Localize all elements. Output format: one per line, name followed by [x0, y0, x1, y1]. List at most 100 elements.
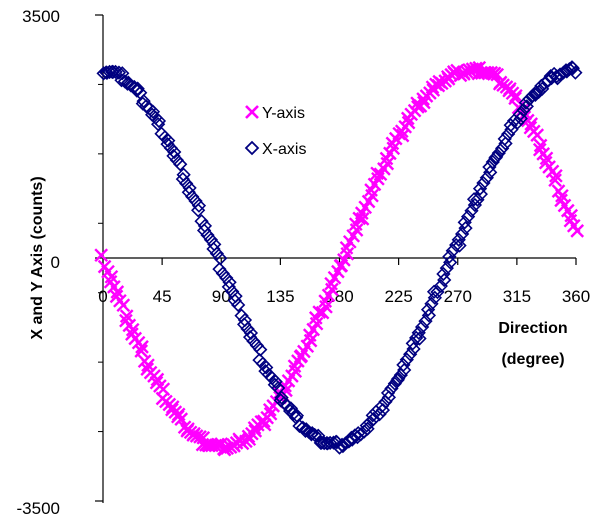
data-point-x-axis	[439, 261, 454, 276]
data-point-x-axis	[549, 69, 564, 84]
data-point-x-axis	[454, 226, 470, 242]
data-point-x-axis	[430, 284, 445, 300]
data-point-x-axis	[472, 181, 488, 196]
data-point-x-axis	[332, 440, 347, 455]
data-point-x-axis	[525, 88, 540, 103]
data-point-x-axis	[167, 144, 182, 160]
legend-label-y-axis: Y-axis	[262, 105, 305, 122]
x-tick-label: 225	[384, 287, 412, 306]
data-point-y-axis	[555, 188, 569, 203]
data-point-x-axis	[268, 374, 283, 389]
data-point-x-axis	[488, 150, 503, 166]
data-point-y-axis	[303, 333, 318, 348]
data-point-x-axis	[470, 192, 485, 207]
data-point-x-axis	[568, 65, 583, 80]
data-point-x-axis	[200, 227, 215, 243]
data-point-y-axis	[174, 412, 189, 426]
y-tick-label: 3500	[22, 7, 60, 26]
legend-box	[234, 95, 352, 161]
x-axis-title-line-1: Direction	[498, 320, 567, 337]
data-point-x-axis	[403, 347, 418, 362]
data-point-x-axis	[399, 352, 414, 367]
data-point-x-axis	[221, 279, 236, 295]
data-point-x-axis	[433, 278, 448, 294]
data-point-x-axis	[286, 406, 301, 421]
data-point-x-axis	[351, 426, 366, 441]
data-point-x-axis	[307, 427, 322, 443]
data-point-y-axis	[401, 115, 416, 130]
data-point-x-axis	[442, 249, 457, 264]
data-point-x-axis	[503, 118, 518, 133]
x-tick-label: 0	[98, 287, 107, 306]
data-point-x-axis	[418, 314, 433, 329]
data-point-y-axis	[94, 248, 109, 263]
data-point-x-axis	[311, 428, 326, 443]
data-point-x-axis	[145, 104, 161, 119]
data-point-x-axis	[120, 76, 135, 91]
data-point-x-axis	[457, 215, 472, 230]
data-point-x-axis	[558, 63, 574, 78]
data-point-x-axis	[130, 81, 145, 96]
data-point-x-axis	[111, 65, 127, 80]
data-point-y-axis	[125, 322, 140, 337]
x-tick-label: 270	[444, 287, 472, 306]
data-point-x-axis	[191, 203, 206, 218]
data-point-x-axis	[115, 66, 130, 81]
data-point-x-axis	[552, 67, 568, 82]
data-point-y-axis	[564, 208, 579, 223]
data-point-x-axis	[378, 394, 393, 409]
data-point-x-axis	[393, 367, 408, 383]
data-point-x-axis	[334, 437, 350, 452]
data-point-x-axis	[476, 175, 491, 191]
data-point-x-axis	[479, 170, 494, 185]
y-axis-title: X and Y Axis (counts)	[29, 176, 46, 339]
data-point-x-axis	[411, 325, 426, 340]
data-point-x-axis	[231, 297, 246, 313]
data-point-x-axis	[485, 154, 500, 170]
legend-label-x-axis: X-axis	[262, 141, 306, 158]
x-tick-label: 315	[503, 287, 531, 306]
data-point-x-axis	[491, 146, 506, 161]
x-axis-title: Direction (degree)	[498, 320, 567, 368]
data-point-x-axis	[196, 223, 212, 238]
data-point-x-axis	[387, 376, 402, 391]
data-point-x-axis	[102, 64, 117, 80]
legend: Y-axis X-axis	[234, 95, 352, 161]
data-point-y-axis	[104, 269, 119, 284]
data-point-x-axis	[510, 115, 525, 130]
y-axis-title-group: X and Y Axis (counts)	[29, 176, 46, 339]
data-point-x-axis	[497, 131, 512, 146]
data-point-x-axis	[522, 91, 537, 107]
data-point-x-axis	[482, 159, 497, 175]
data-point-x-axis	[451, 232, 466, 247]
data-point-x-axis	[460, 209, 476, 224]
data-point-x-axis	[414, 319, 430, 335]
data-point-y-axis	[570, 224, 585, 238]
x-tick-label: 360	[562, 287, 590, 306]
data-point-x-axis	[136, 93, 151, 109]
data-point-y-axis	[539, 151, 554, 166]
data-point-x-axis	[209, 246, 225, 261]
data-point-y-axis	[110, 285, 125, 299]
data-point-x-axis	[173, 157, 188, 172]
data-point-x-axis	[500, 127, 516, 142]
data-point-x-axis	[365, 408, 380, 423]
data-point-x-axis	[396, 357, 411, 373]
data-point-y-axis	[141, 358, 155, 373]
data-point-y-axis	[288, 364, 303, 379]
data-point-y-axis	[508, 91, 522, 106]
data-point-x-axis	[374, 398, 390, 414]
legend-marker-y-axis	[245, 105, 259, 119]
y-tick-label: -3500	[17, 499, 60, 518]
data-point-x-axis	[464, 203, 479, 218]
data-point-x-axis	[495, 141, 510, 156]
data-point-y-axis	[135, 340, 149, 354]
data-point-x-axis	[409, 330, 424, 345]
data-point-y-axis	[549, 168, 563, 183]
data-point-y-axis	[116, 298, 131, 313]
series-layer	[94, 60, 585, 457]
data-point-x-axis	[372, 407, 387, 422]
data-point-x-axis	[161, 133, 176, 148]
data-point-y-axis	[533, 138, 548, 153]
data-point-x-axis	[129, 83, 144, 98]
